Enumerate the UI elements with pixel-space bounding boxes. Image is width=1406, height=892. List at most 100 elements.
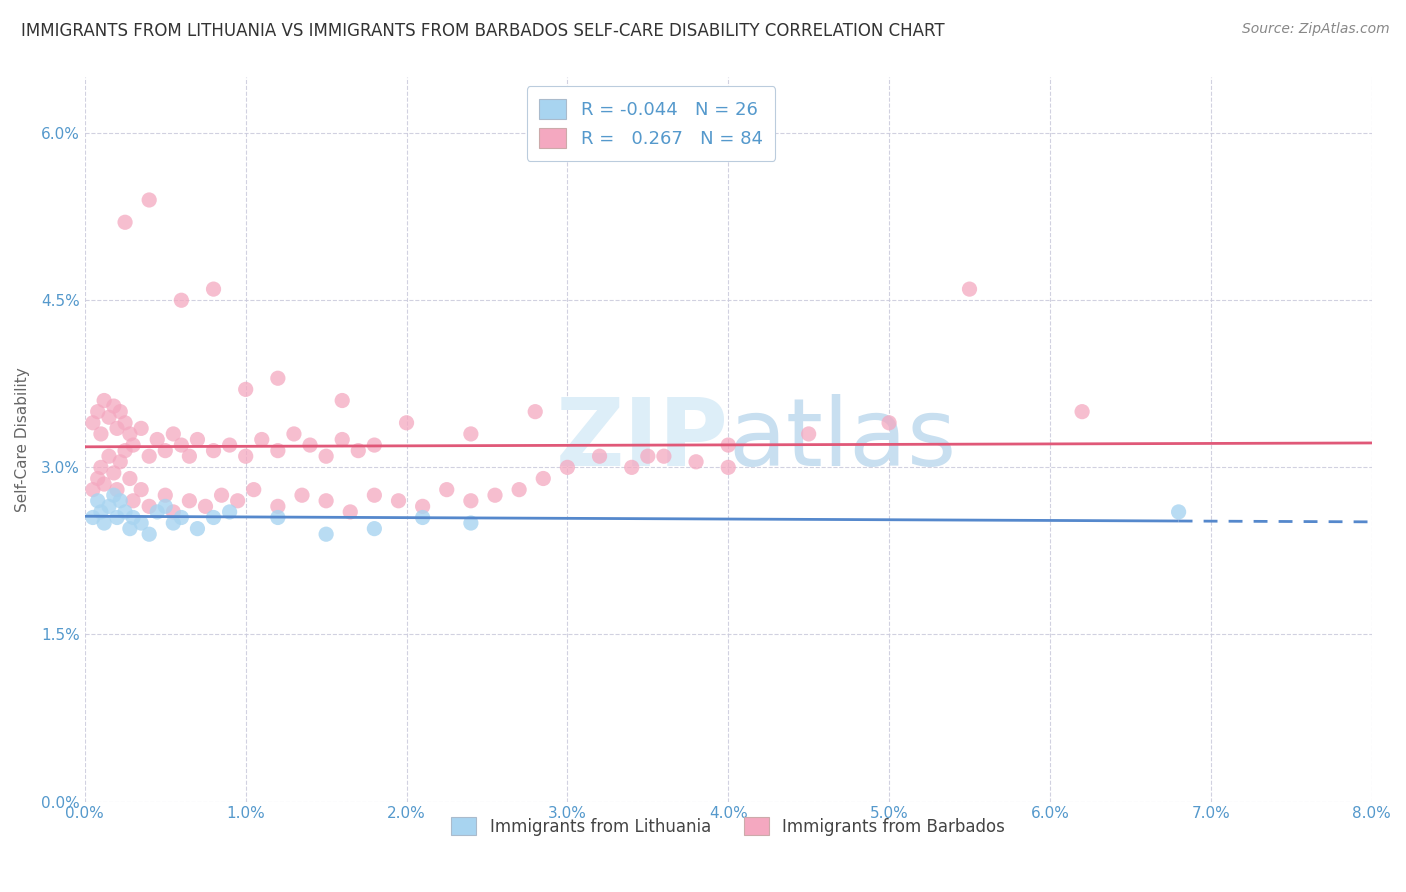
Point	[412, 510, 434, 524]
Point	[637, 449, 659, 463]
Point	[179, 449, 201, 463]
Point	[86, 404, 108, 418]
Point	[82, 416, 104, 430]
Point	[242, 483, 264, 497]
Point	[110, 455, 132, 469]
Point	[460, 426, 482, 441]
Legend: Immigrants from Lithuania, Immigrants from Barbados: Immigrants from Lithuania, Immigrants fr…	[443, 809, 1014, 844]
Point	[588, 449, 610, 463]
Point	[82, 483, 104, 497]
Point	[717, 438, 740, 452]
Y-axis label: Self-Care Disability: Self-Care Disability	[15, 368, 30, 512]
Point	[129, 483, 152, 497]
Point	[114, 443, 136, 458]
Point	[508, 483, 530, 497]
Point	[179, 493, 201, 508]
Point	[347, 443, 370, 458]
Point	[93, 393, 115, 408]
Point	[1167, 505, 1189, 519]
Point	[685, 455, 707, 469]
Point	[155, 488, 177, 502]
Text: Source: ZipAtlas.com: Source: ZipAtlas.com	[1241, 22, 1389, 37]
Point	[218, 438, 240, 452]
Point	[170, 438, 193, 452]
Point	[138, 500, 160, 514]
Point	[283, 426, 305, 441]
Point	[105, 510, 128, 524]
Point	[315, 493, 337, 508]
Point	[315, 527, 337, 541]
Point	[194, 500, 217, 514]
Point	[339, 505, 361, 519]
Point	[524, 404, 547, 418]
Point	[162, 516, 184, 530]
Point	[105, 483, 128, 497]
Point	[146, 505, 169, 519]
Point	[877, 416, 900, 430]
Point	[118, 471, 141, 485]
Point	[86, 493, 108, 508]
Point	[299, 438, 322, 452]
Point	[118, 522, 141, 536]
Text: atlas: atlas	[728, 393, 956, 485]
Point	[110, 493, 132, 508]
Point	[330, 433, 353, 447]
Point	[235, 449, 257, 463]
Point	[186, 433, 208, 447]
Point	[291, 488, 314, 502]
Point	[98, 500, 121, 514]
Point	[202, 510, 225, 524]
Point	[330, 393, 353, 408]
Point	[162, 426, 184, 441]
Point	[717, 460, 740, 475]
Point	[114, 505, 136, 519]
Point	[170, 510, 193, 524]
Point	[155, 443, 177, 458]
Point	[90, 505, 112, 519]
Point	[122, 438, 145, 452]
Point	[103, 466, 125, 480]
Point	[186, 522, 208, 536]
Point	[652, 449, 675, 463]
Point	[103, 399, 125, 413]
Point	[90, 426, 112, 441]
Point	[202, 443, 225, 458]
Point	[110, 404, 132, 418]
Point	[436, 483, 458, 497]
Point	[460, 516, 482, 530]
Point	[155, 500, 177, 514]
Text: IMMIGRANTS FROM LITHUANIA VS IMMIGRANTS FROM BARBADOS SELF-CARE DISABILITY CORRE: IMMIGRANTS FROM LITHUANIA VS IMMIGRANTS …	[21, 22, 945, 40]
Point	[105, 421, 128, 435]
Point	[162, 505, 184, 519]
Point	[267, 500, 290, 514]
Point	[315, 449, 337, 463]
Point	[122, 510, 145, 524]
Point	[363, 522, 385, 536]
Point	[531, 471, 554, 485]
Point	[82, 510, 104, 524]
Point	[620, 460, 643, 475]
Point	[202, 282, 225, 296]
Point	[211, 488, 233, 502]
Point	[170, 293, 193, 308]
Point	[797, 426, 820, 441]
Point	[93, 477, 115, 491]
Point	[1071, 404, 1094, 418]
Point	[412, 500, 434, 514]
Point	[86, 471, 108, 485]
Point	[267, 371, 290, 385]
Text: ZIP: ZIP	[555, 393, 728, 485]
Point	[235, 383, 257, 397]
Point	[138, 193, 160, 207]
Point	[267, 443, 290, 458]
Point	[98, 449, 121, 463]
Point	[114, 215, 136, 229]
Point	[484, 488, 506, 502]
Point	[122, 493, 145, 508]
Point	[118, 426, 141, 441]
Point	[93, 516, 115, 530]
Point	[114, 416, 136, 430]
Point	[98, 410, 121, 425]
Point	[363, 438, 385, 452]
Point	[959, 282, 981, 296]
